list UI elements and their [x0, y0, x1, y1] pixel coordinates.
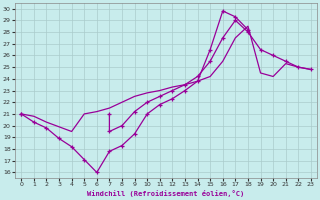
X-axis label: Windchill (Refroidissement éolien,°C): Windchill (Refroidissement éolien,°C) — [87, 190, 245, 197]
